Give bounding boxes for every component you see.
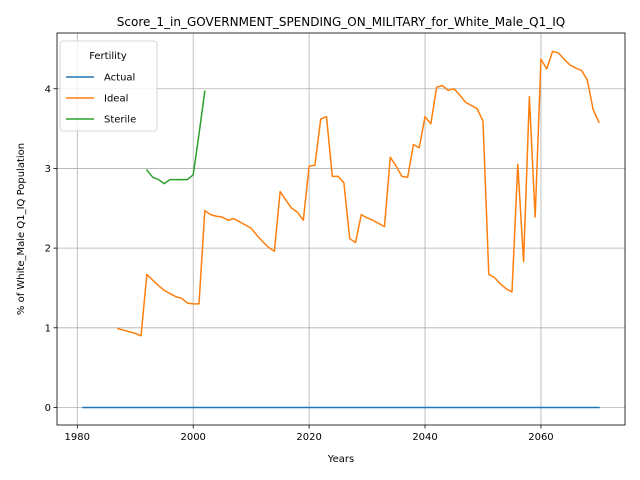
x-tick-label: 1980 [65, 432, 90, 443]
plot-area-frame [56, 32, 626, 426]
x-tick-label: 2000 [180, 432, 205, 443]
series-lines [82, 50, 600, 409]
y-tick-label: 4 [45, 84, 51, 95]
legend: Fertility Actual Ideal Sterile [59, 40, 158, 132]
legend-title: Fertility [89, 51, 127, 62]
legend-items: Actual Ideal Sterile [66, 73, 136, 126]
x-axis-label: Years [327, 454, 354, 465]
legend-label-ideal: Ideal [104, 94, 128, 105]
series-line-sterile [145, 90, 206, 185]
y-tick-label: 3 [45, 164, 51, 175]
series-line-ideal [116, 50, 600, 337]
y-axis-label: % of White_Male Q1_IQ Population [16, 143, 27, 315]
legend-box [59, 40, 158, 132]
y-tick-label: 1 [45, 323, 51, 334]
y-tick-label: 2 [45, 244, 51, 255]
x-tick-label: 2020 [296, 432, 321, 443]
chart-title: Score_1_in_GOVERNMENT_SPENDING_ON_MILITA… [117, 15, 565, 29]
legend-label-sterile: Sterile [104, 115, 136, 126]
y-tick-label: 0 [45, 403, 51, 414]
x-tick-label: 2040 [412, 432, 437, 443]
x-tick-label: 2060 [528, 432, 553, 443]
axis-ticks: 1980 2000 2020 2040 2060 0 1 2 3 4 [45, 84, 554, 443]
legend-label-actual: Actual [104, 73, 135, 84]
